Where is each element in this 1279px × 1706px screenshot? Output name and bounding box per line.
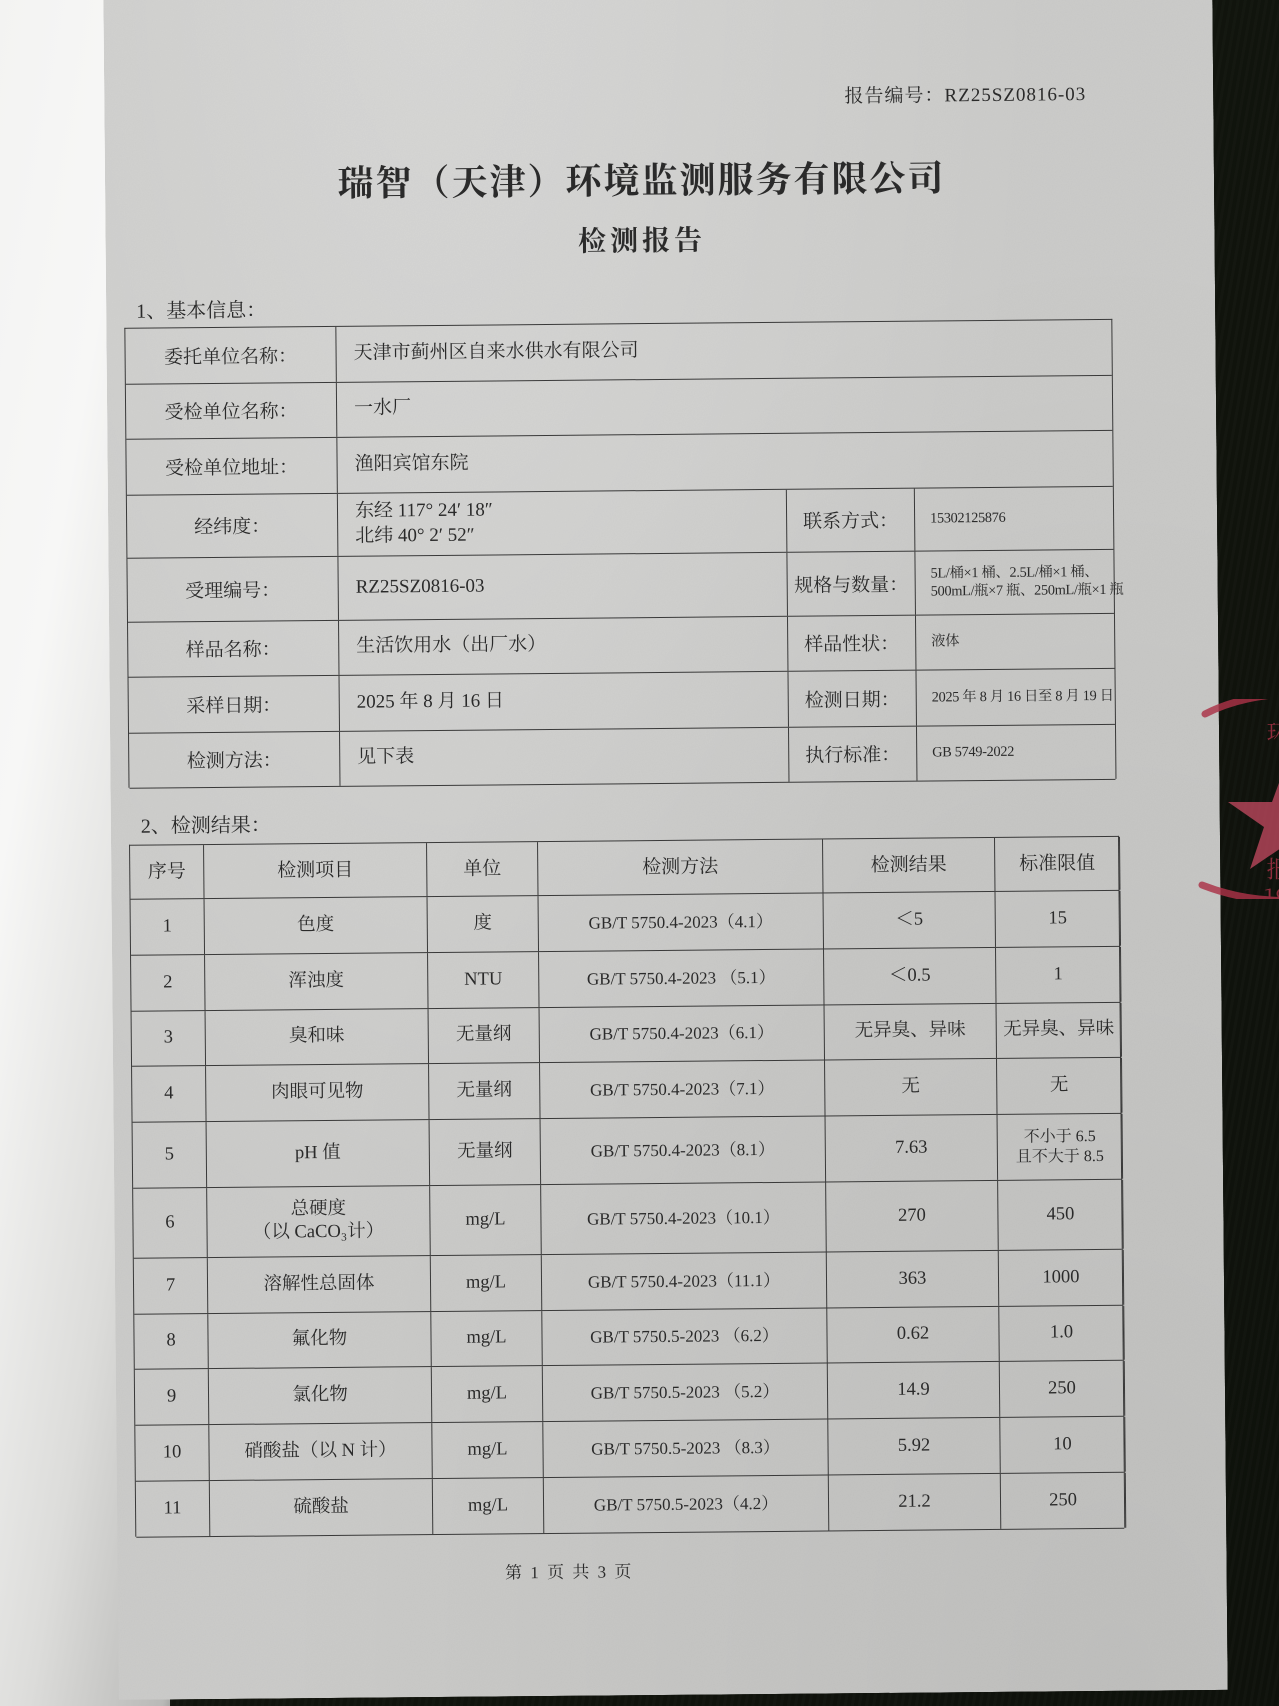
svg-text:环: 环: [1267, 715, 1279, 748]
svg-text:190: 190: [1263, 879, 1279, 899]
